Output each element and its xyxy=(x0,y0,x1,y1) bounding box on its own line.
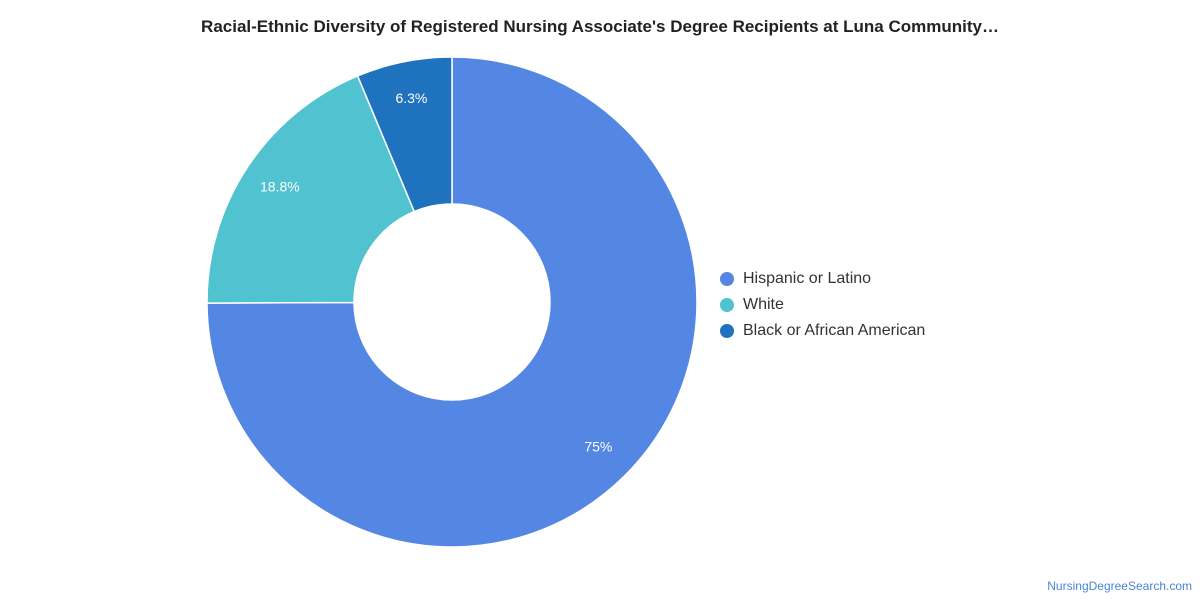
chart-title: Racial-Ethnic Diversity of Registered Nu… xyxy=(201,17,999,36)
slice-data-label: 75% xyxy=(584,438,612,454)
legend-label: White xyxy=(743,296,784,313)
legend-item[interactable]: Hispanic or Latino xyxy=(720,266,925,292)
slice-data-label: 6.3% xyxy=(395,90,427,106)
legend-item[interactable]: White xyxy=(720,292,925,318)
slice-hispanic-or-latino[interactable] xyxy=(206,56,698,548)
source-credit-link[interactable]: NursingDegreeSearch.com xyxy=(1047,579,1192,593)
chart-legend: Hispanic or Latino White Black or African … xyxy=(720,266,925,344)
legend-label: Black or African American xyxy=(743,322,926,339)
legend-label: Hispanic or Latino xyxy=(743,270,872,287)
slice-black-or-african-american[interactable] xyxy=(356,56,453,213)
legend-swatch-icon xyxy=(720,324,734,338)
legend-swatch-icon xyxy=(720,298,734,312)
legend-item[interactable]: Black or African American xyxy=(720,318,925,344)
legend-swatch-icon xyxy=(720,272,734,286)
slice-data-label: 18.8% xyxy=(260,179,300,195)
slice-white[interactable] xyxy=(206,74,416,304)
